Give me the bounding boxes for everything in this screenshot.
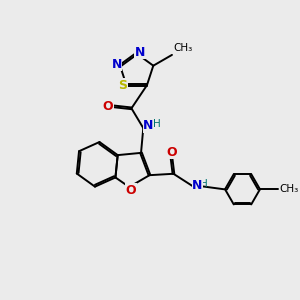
Text: N: N: [112, 58, 122, 71]
Text: CH₃: CH₃: [279, 184, 299, 194]
Text: S: S: [118, 79, 127, 92]
Text: CH₃: CH₃: [173, 44, 193, 53]
Text: N: N: [143, 119, 154, 132]
Text: O: O: [125, 184, 136, 197]
Text: H: H: [153, 119, 160, 129]
Text: N: N: [192, 178, 203, 192]
Text: O: O: [103, 100, 113, 112]
Text: H: H: [200, 178, 208, 189]
Text: N: N: [135, 46, 145, 59]
Text: O: O: [166, 146, 176, 159]
